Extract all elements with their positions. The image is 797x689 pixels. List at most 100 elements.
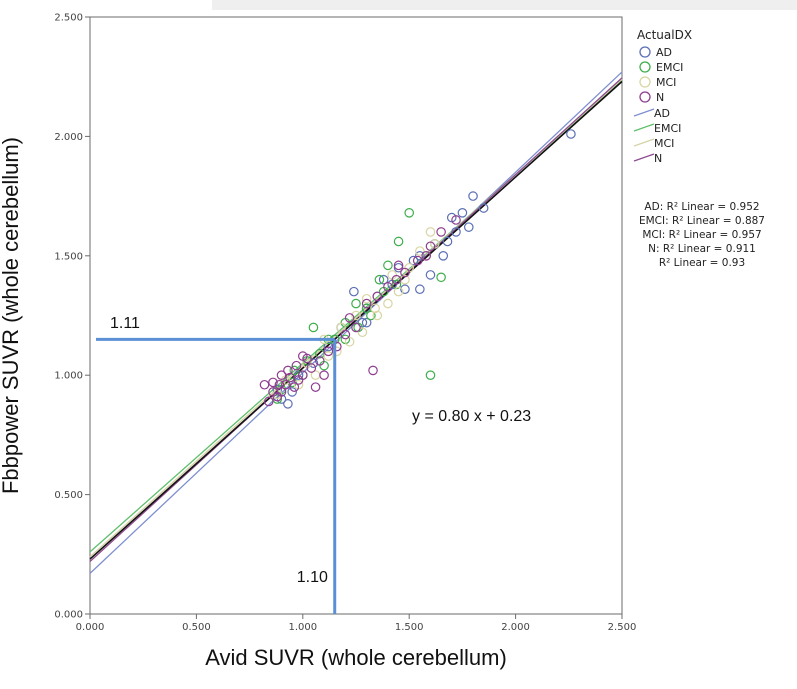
x-tick-label: 2.000 [501, 622, 530, 633]
point-emci [289, 365, 300, 376]
point-mci [372, 310, 383, 321]
point-n [344, 313, 355, 323]
point-mci [370, 303, 380, 314]
point-mci [383, 298, 393, 309]
legend-marker-ad [639, 46, 651, 58]
point-emci [391, 279, 402, 290]
x-tick-label: 0.000 [76, 622, 105, 633]
legend-label: EMCI [656, 61, 683, 74]
point-n [280, 379, 291, 390]
legend: ActualDX AD EMCI MCI N AD EMCI MCI N [633, 28, 692, 165]
point-n [315, 356, 325, 366]
regression-equation: y = 0.80 x + 0.23 [412, 408, 531, 425]
legend-marker-emci [639, 61, 651, 73]
r2-label: N: R² Linear = 0.911 [648, 243, 756, 255]
y-axis-title: Fbbpower SUVR (whole cerebellum) [0, 137, 23, 494]
guide-x-label: 1.10 [297, 569, 328, 586]
point-n [306, 363, 317, 373]
point-ad [287, 387, 297, 397]
point-n [425, 241, 436, 252]
point-mci [361, 293, 372, 304]
point-ad [451, 227, 461, 237]
point-mci [393, 286, 404, 297]
point-ad [566, 129, 576, 139]
point-n [289, 382, 300, 392]
y-tick-label: 0.000 [54, 610, 83, 621]
point-ad [415, 284, 425, 295]
y-tick-label: 2.500 [54, 13, 83, 24]
point-n [297, 351, 308, 361]
y-axis-ticks: 0.000 0.500 1.000 1.500 2.000 2.500 [54, 13, 90, 621]
point-mci [415, 246, 425, 256]
point-mci [336, 322, 346, 333]
point-ad [442, 236, 453, 247]
point-ad [457, 208, 468, 218]
point-ad [283, 399, 293, 409]
point-ad [400, 284, 410, 295]
r2-label: MCI: R² Linear = 0.957 [642, 229, 761, 241]
x-tick-label: 1.000 [288, 622, 317, 633]
legend-line-n [633, 153, 655, 162]
point-ad [349, 286, 359, 297]
r2-stats: AD: R² Linear = 0.952 EMCI: R² Linear = 0… [639, 201, 765, 269]
x-tick-label: 2.500 [608, 622, 637, 633]
legend-line-ad [633, 108, 655, 117]
r2-label: R² Linear = 0.93 [659, 257, 745, 269]
point-emci [374, 274, 385, 285]
point-n [259, 379, 270, 390]
point-emci [436, 272, 446, 283]
point-n [421, 251, 432, 261]
legend-label: AD [656, 46, 672, 59]
point-ad [408, 255, 419, 266]
point-mci [323, 351, 334, 361]
legend-line-emci [633, 123, 655, 132]
legend-line-mci [633, 138, 655, 147]
point-mci [344, 336, 355, 347]
legend-label: AD [654, 107, 670, 120]
point-n [361, 298, 372, 309]
point-ad [415, 251, 425, 261]
point-ad [308, 358, 319, 369]
point-emci [272, 394, 283, 404]
legend-marker-n [639, 91, 651, 103]
legend-label: N [656, 91, 664, 104]
point-mci [425, 227, 436, 237]
x-tick-label: 0.500 [182, 622, 211, 633]
header-band [212, 0, 797, 10]
r2-label: EMCI: R² Linear = 0.887 [639, 215, 765, 227]
point-emci [404, 208, 414, 218]
point-n [412, 255, 423, 266]
point-ad [463, 222, 474, 232]
point-n [332, 341, 342, 352]
point-n [400, 267, 410, 278]
point-n [291, 360, 302, 371]
legend-label: N [654, 152, 662, 165]
y-tick-label: 2.000 [54, 132, 83, 143]
point-n [393, 260, 404, 271]
point-emci [315, 348, 325, 359]
guide-y-label: 1.11 [110, 315, 140, 332]
point-n [383, 282, 393, 292]
point-n [268, 387, 278, 397]
point-emci [287, 377, 297, 388]
point-n [263, 396, 274, 407]
point-n [319, 370, 329, 380]
point-n [274, 379, 285, 390]
point-n [283, 365, 293, 376]
point-ad [378, 274, 389, 285]
point-emci [366, 310, 376, 321]
point-n [372, 291, 383, 302]
point-mci [351, 310, 361, 321]
point-ad [438, 251, 449, 261]
point-n [276, 370, 287, 380]
legend-label: MCI [654, 137, 674, 150]
x-axis-title: Avid SUVR (whole cerebellum) [205, 645, 507, 670]
point-emci [308, 322, 319, 333]
guide-lines [96, 337, 337, 614]
x-tick-label: 1.500 [395, 622, 424, 633]
point-n [391, 274, 402, 285]
y-tick-label: 1.500 [54, 251, 83, 262]
y-tick-label: 0.500 [54, 490, 83, 501]
point-ad [393, 262, 404, 273]
